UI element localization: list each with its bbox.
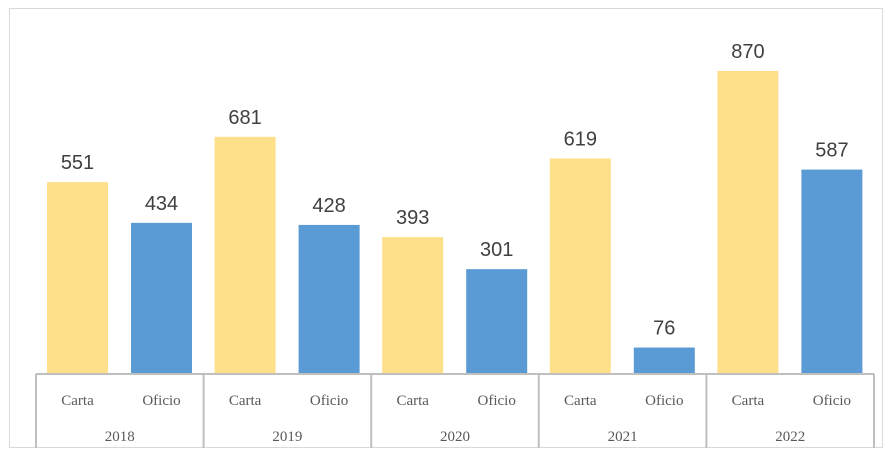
tick-label-carta-2019: Carta [229,393,262,409]
data-label-carta-2018: 551 [61,152,94,174]
group-label-2020: 2020 [440,429,470,445]
bars-layer [47,71,863,374]
tick-label-oficio-2018: Oficio [142,393,180,409]
group-label-2018: 2018 [105,429,135,445]
data-label-oficio-2022: 587 [815,140,848,162]
tick-label-oficio-2022: Oficio [813,393,851,409]
bar-carta-2020 [382,237,444,374]
tick-label-oficio-2019: Oficio [310,393,348,409]
group-label-2019: 2019 [272,429,302,445]
data-label-carta-2022: 870 [731,41,764,63]
data-label-carta-2020: 393 [396,207,429,229]
data-label-oficio-2018: 434 [145,193,178,215]
tick-label-carta-2022: Carta [732,393,765,409]
tick-label-oficio-2020: Oficio [478,393,516,409]
bar-oficio-2020 [466,269,528,374]
bar-carta-2021 [549,158,611,374]
tick-label-carta-2021: Carta [564,393,597,409]
bar-oficio-2022 [801,169,863,374]
group-label-2022: 2022 [775,429,805,445]
data-label-oficio-2020: 301 [480,239,513,261]
bar-oficio-2021 [633,347,695,374]
tick-label-carta-2020: Carta [396,393,429,409]
tick-label-carta-2018: Carta [61,393,94,409]
data-label-oficio-2021: 76 [653,318,675,340]
data-label-carta-2019: 681 [228,107,261,129]
data-label-carta-2021: 619 [564,128,597,150]
group-label-2021: 2021 [608,429,638,445]
tick-label-oficio-2021: Oficio [645,393,683,409]
category-axis: Carta Oficio 2018 Carta Oficio 2019 Carta Ofici… [35,373,875,448]
bar-carta-2018 [47,182,108,374]
data-label-oficio-2019: 428 [312,195,345,217]
bar-carta-2022 [717,71,779,374]
bar-carta-2019 [214,136,276,374]
bar-oficio-2018 [131,222,192,374]
value-labels-layer: 551 434 681 428 393 301 619 76 870 587 [61,41,849,340]
bar-oficio-2019 [298,224,360,374]
